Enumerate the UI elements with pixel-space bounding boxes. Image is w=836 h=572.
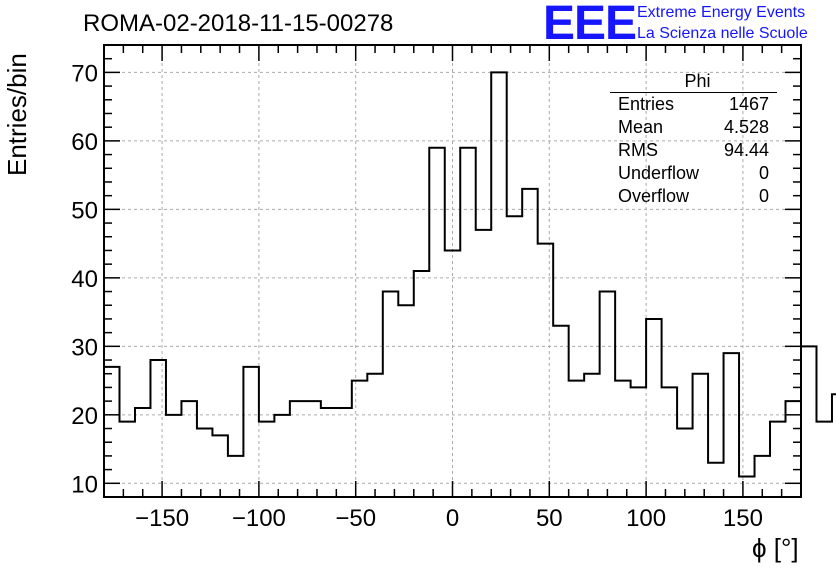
x-tick-label: 150	[723, 505, 763, 532]
y-tick-label: 40	[71, 266, 98, 293]
stats-value: 1467	[728, 94, 769, 114]
x-tick-label: −50	[335, 505, 376, 532]
y-tick-label: 20	[71, 403, 98, 430]
x-tick-label: −100	[232, 505, 286, 532]
stats-label: RMS	[618, 140, 658, 160]
stats-value: 4.528	[723, 117, 769, 137]
y-tick-label: 70	[71, 60, 98, 87]
stats-row-entries: Entries 1467	[610, 93, 777, 116]
stats-row-rms: RMS 94.44	[610, 139, 777, 162]
stats-label: Underflow	[618, 163, 700, 183]
x-tick-label: −150	[135, 505, 189, 532]
chart-title: ROMA-02-2018-11-15-00278	[83, 10, 394, 37]
stats-value: 94.44	[723, 140, 769, 160]
stats-label: Overflow	[618, 186, 690, 206]
brand-line-2: La Scienza nelle Scuole	[637, 25, 808, 42]
stats-row-overflow: Overflow 0	[610, 185, 777, 208]
x-tick-label: 0	[446, 505, 459, 532]
y-tick-label: 10	[71, 471, 98, 498]
stats-row-mean: Mean 4.528	[610, 116, 777, 139]
y-tick-label: 30	[71, 334, 98, 361]
y-tick-label: 60	[71, 129, 98, 156]
x-tick-label: 100	[626, 505, 666, 532]
histogram-line	[104, 71, 836, 478]
y-tick-label: 50	[71, 197, 98, 224]
stats-value: 0	[758, 186, 769, 206]
stats-divider	[610, 92, 777, 93]
x-tick-label: 50	[536, 505, 563, 532]
stats-label: Entries	[618, 94, 675, 114]
y-axis-label: Entries/bin	[2, 53, 32, 176]
brand-line-1: Extreme Energy Events	[637, 4, 806, 21]
stats-title: Phi	[684, 71, 711, 91]
eee-logo: EEE	[543, 0, 637, 50]
stats-row-underflow: Underflow 0	[610, 162, 777, 185]
stats-value: 0	[758, 163, 769, 183]
stats-label: Mean	[618, 117, 664, 137]
x-axis-label: ϕ [°]	[752, 533, 799, 563]
stats-box: Phi Entries 1467 Mean 4.528 RMS 94.44 Un…	[610, 71, 777, 208]
